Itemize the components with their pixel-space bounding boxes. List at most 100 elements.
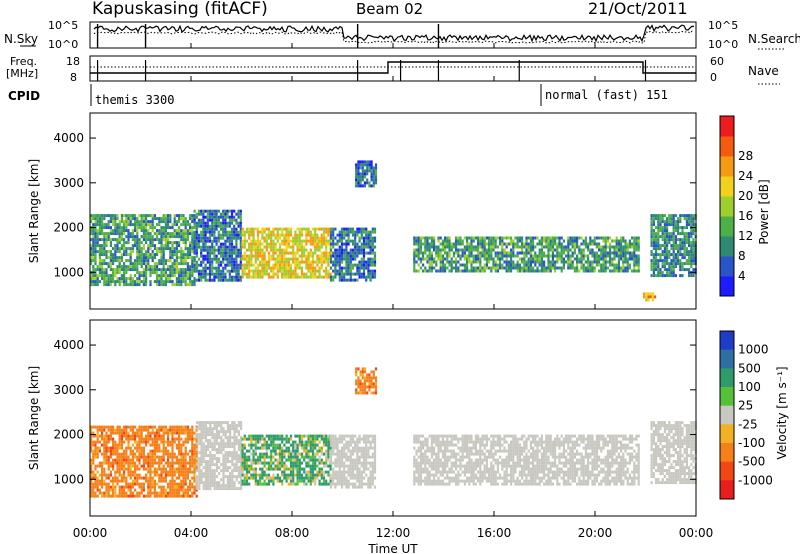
power-cell (276, 257, 279, 261)
power-cell (134, 220, 137, 224)
power-cell (683, 268, 686, 272)
velocity-cell (215, 466, 218, 470)
power-cell (593, 254, 596, 258)
power-cell (523, 269, 526, 273)
power-cell (457, 251, 460, 255)
power-cell (256, 266, 260, 270)
power-cell (195, 233, 198, 237)
power-cell (545, 266, 548, 270)
velocity-cell (233, 445, 236, 449)
velocity-cell (222, 472, 225, 476)
power-cell (549, 242, 552, 246)
velocity-cell (184, 482, 187, 486)
velocity-cell (98, 464, 101, 468)
power-cell (470, 251, 473, 255)
power-cell (193, 230, 196, 234)
velocity-cell (149, 488, 152, 492)
power-cell (617, 245, 620, 249)
power-cell (329, 233, 333, 237)
power-cell (307, 263, 310, 267)
velocity-cell (120, 476, 123, 480)
power-cell (112, 280, 115, 284)
velocity-cell (167, 473, 170, 477)
power-cell (256, 269, 260, 273)
velocity-cell (147, 455, 150, 459)
power-cell (650, 241, 653, 245)
power-cell (92, 229, 95, 233)
power-band-1 (193, 209, 242, 282)
velocity-cell (178, 476, 181, 480)
velocity-cell (158, 431, 161, 435)
power-cell (359, 178, 362, 182)
velocity-cell (120, 455, 123, 459)
power-cell (358, 227, 361, 231)
power-cell (162, 259, 165, 263)
velocity-cell (156, 437, 159, 441)
power-cell (101, 265, 104, 269)
power-cell (300, 275, 304, 279)
power-cell (516, 236, 519, 240)
velocity-cell (92, 473, 95, 477)
power-cell (479, 257, 482, 261)
velocity-cell (167, 470, 170, 474)
power-cell (96, 235, 99, 239)
power-cell (254, 254, 257, 258)
power-cell (459, 254, 462, 258)
power-cell (450, 266, 453, 270)
power-cell (314, 275, 317, 279)
power-cell (296, 227, 299, 231)
power-cell (538, 257, 541, 261)
power-cell (499, 260, 502, 264)
power-cell (252, 275, 255, 279)
power-cell (309, 269, 312, 273)
velocity-cell (198, 427, 201, 431)
velocity-cell (240, 487, 243, 491)
power-cell (512, 254, 515, 258)
velocity-cell (200, 454, 203, 458)
velocity-cell (226, 478, 229, 482)
power-cell (598, 245, 601, 249)
power-cell (125, 235, 128, 239)
power-cell (118, 247, 121, 251)
velocity-cell (153, 491, 156, 495)
power-cell (138, 226, 141, 230)
power-cell (437, 251, 440, 255)
power-cell (525, 239, 528, 243)
power-cell (259, 272, 262, 276)
power-cell (261, 257, 264, 261)
power-cell (233, 215, 236, 219)
power-cell (101, 214, 104, 218)
velocity-cell (112, 491, 115, 495)
power-cell (300, 266, 304, 270)
power-cell (182, 262, 185, 266)
velocity-cell (222, 457, 225, 461)
power-cell (357, 172, 360, 176)
velocity-cell (252, 452, 255, 456)
power-cell (298, 275, 301, 279)
velocity-cell (98, 491, 101, 495)
power-cell (114, 220, 117, 224)
velocity-cell (90, 470, 93, 474)
power-cell (101, 253, 104, 257)
power-cell (622, 263, 625, 267)
power-cell (94, 268, 97, 272)
power-cell (186, 250, 189, 254)
power-cell (235, 257, 238, 261)
power-cell (127, 232, 130, 236)
power-cell (228, 254, 231, 258)
velocity-cell (140, 431, 143, 435)
power-cell (622, 260, 625, 264)
power-cell (472, 269, 475, 273)
velocity-cell (167, 482, 170, 486)
power-cell (287, 227, 290, 231)
power-cell (118, 241, 121, 245)
power-cell (224, 245, 227, 249)
velocity-cell (96, 485, 99, 489)
power-cell (430, 251, 433, 255)
power-cell (613, 263, 616, 267)
power-cell (329, 239, 332, 243)
power-cell (670, 244, 673, 248)
velocity-cell (167, 431, 170, 435)
power-cell (105, 271, 108, 275)
power-cell (441, 242, 444, 246)
